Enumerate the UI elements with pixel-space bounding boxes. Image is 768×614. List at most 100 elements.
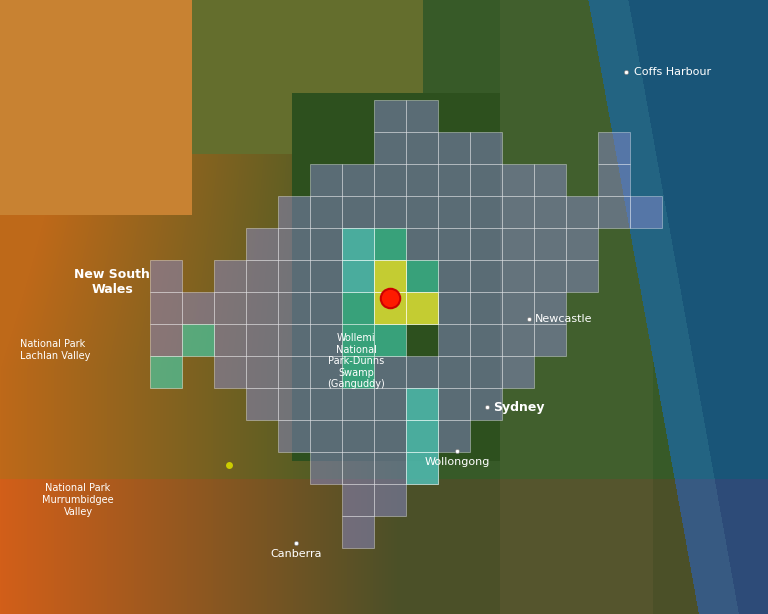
Text: Wollongong: Wollongong	[424, 457, 490, 467]
Bar	[406, 420, 438, 452]
Bar	[278, 260, 310, 292]
Bar	[310, 228, 342, 260]
Bar	[406, 452, 438, 484]
Bar	[374, 292, 406, 324]
Bar	[406, 164, 438, 196]
Bar	[310, 356, 342, 388]
Bar	[502, 196, 534, 228]
Bar	[502, 260, 534, 292]
Bar	[438, 324, 470, 356]
Bar	[374, 484, 406, 516]
Bar	[406, 228, 438, 260]
Bar	[342, 516, 374, 548]
Bar	[342, 260, 374, 292]
Bar	[406, 292, 438, 324]
Bar	[406, 356, 438, 388]
Bar	[470, 132, 502, 164]
Bar	[182, 292, 214, 324]
Bar	[342, 196, 374, 228]
Bar	[566, 196, 598, 228]
Bar	[310, 196, 342, 228]
Bar	[598, 196, 630, 228]
Bar	[438, 388, 470, 420]
Bar	[246, 324, 278, 356]
Bar	[214, 356, 246, 388]
Bar	[470, 196, 502, 228]
Bar	[310, 452, 342, 484]
Bar	[150, 292, 182, 324]
Bar	[374, 260, 406, 292]
Bar	[342, 388, 374, 420]
Bar	[214, 260, 246, 292]
Bar	[406, 292, 438, 324]
Bar	[534, 324, 566, 356]
Bar	[278, 420, 310, 452]
Text: National Park
Lachlan Valley: National Park Lachlan Valley	[20, 339, 91, 361]
Bar	[246, 356, 278, 388]
Bar	[534, 228, 566, 260]
Bar	[246, 260, 278, 292]
Bar	[150, 324, 182, 356]
Bar	[534, 164, 566, 196]
Bar	[278, 324, 310, 356]
Bar	[342, 484, 374, 516]
Bar	[438, 420, 470, 452]
Bar	[278, 196, 310, 228]
Bar	[342, 292, 374, 324]
Bar	[374, 324, 406, 356]
Bar	[438, 228, 470, 260]
Bar	[502, 324, 534, 356]
Bar	[438, 164, 470, 196]
Bar	[406, 420, 438, 452]
Bar	[470, 388, 502, 420]
Bar	[374, 292, 406, 324]
Bar	[342, 420, 374, 452]
Bar	[374, 452, 406, 484]
Bar	[214, 324, 246, 356]
Text: National Park
Murrumbidgee
Valley: National Park Murrumbidgee Valley	[42, 483, 114, 516]
Bar	[278, 292, 310, 324]
Bar	[470, 164, 502, 196]
Bar	[502, 228, 534, 260]
Bar	[342, 228, 374, 260]
Bar	[182, 324, 214, 356]
Bar	[438, 260, 470, 292]
Bar	[246, 228, 278, 260]
Bar	[374, 196, 406, 228]
Bar	[374, 388, 406, 420]
Bar	[406, 100, 438, 132]
Bar	[470, 228, 502, 260]
Bar	[342, 356, 374, 388]
Bar	[342, 228, 374, 260]
Bar	[470, 292, 502, 324]
Bar	[310, 324, 342, 356]
Bar	[438, 132, 470, 164]
Bar	[406, 132, 438, 164]
Bar	[470, 260, 502, 292]
Bar	[598, 132, 630, 164]
Bar	[310, 260, 342, 292]
Bar	[374, 228, 406, 260]
Bar	[310, 420, 342, 452]
Bar	[246, 388, 278, 420]
Bar	[534, 292, 566, 324]
Text: New South
Wales: New South Wales	[74, 268, 150, 296]
Bar	[214, 292, 246, 324]
Bar	[310, 292, 342, 324]
Bar	[406, 388, 438, 420]
Bar	[502, 292, 534, 324]
Bar	[470, 356, 502, 388]
Bar	[502, 164, 534, 196]
Bar	[438, 356, 470, 388]
Bar	[534, 260, 566, 292]
Bar	[278, 228, 310, 260]
Bar	[150, 260, 182, 292]
Text: Coffs Harbour: Coffs Harbour	[634, 67, 711, 77]
Bar	[278, 356, 310, 388]
Bar	[502, 356, 534, 388]
Bar	[406, 452, 438, 484]
Bar	[470, 324, 502, 356]
Bar	[630, 196, 662, 228]
Bar	[406, 196, 438, 228]
Bar	[310, 388, 342, 420]
